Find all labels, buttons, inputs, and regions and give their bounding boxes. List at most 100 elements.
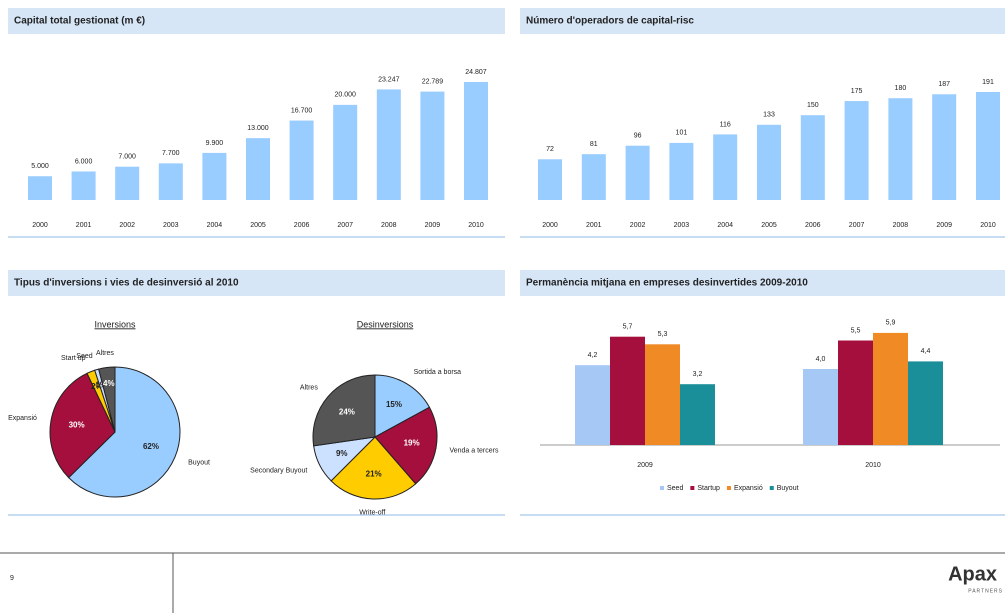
data-label: 6.000 (75, 158, 93, 165)
bar (246, 138, 270, 200)
pie-slice (98, 366, 116, 433)
x-tick-label: 2000 (542, 222, 558, 229)
panel-title: Número d'operadors de capital-risc (526, 16, 694, 27)
data-label: 5,7 (623, 324, 633, 331)
data-label: 4% (103, 379, 115, 388)
bar (908, 361, 943, 445)
category-label: Altres (300, 384, 318, 391)
data-label: 22.789 (422, 78, 444, 85)
bar (158, 163, 183, 200)
category-label: Seed (76, 353, 92, 360)
data-label: 9% (336, 449, 348, 458)
x-tick-label: 2005 (761, 222, 777, 229)
legend-swatch (769, 486, 774, 490)
bar (803, 369, 838, 445)
x-tick-label: 2007 (849, 222, 865, 229)
bar (838, 340, 873, 445)
bar (581, 154, 606, 200)
x-tick-label: 2009 (936, 222, 952, 229)
data-label: 1% (95, 380, 107, 389)
bar (420, 91, 445, 200)
title-bar (520, 270, 1005, 296)
x-tick-label: 2010 (468, 222, 484, 229)
bar (376, 89, 401, 200)
x-tick-label: 2003 (674, 222, 690, 229)
bar (800, 115, 825, 200)
data-label: 2% (91, 382, 103, 391)
x-tick-label: 2001 (586, 222, 602, 229)
data-label: 24.807 (465, 69, 487, 76)
bar (713, 134, 738, 200)
data-label: 7.000 (118, 154, 136, 161)
data-label: 19% (404, 439, 420, 448)
data-label: 150 (807, 102, 819, 109)
category-label: Buyout (188, 459, 210, 466)
data-label: 180 (895, 85, 907, 92)
legend-swatch (726, 486, 731, 490)
bar (464, 82, 488, 200)
data-label: 81 (590, 141, 598, 148)
legend-label: Seed (667, 485, 683, 492)
data-label: 5,9 (886, 320, 896, 327)
data-label: 187 (938, 81, 950, 88)
bar (757, 124, 781, 200)
logo: Apax (948, 563, 997, 585)
bar (645, 344, 680, 445)
panel-title: Tipus d'inversions i vies de desinversió… (14, 278, 239, 289)
data-label: 72 (546, 146, 554, 153)
data-label: 5,3 (658, 331, 668, 338)
x-tick-label: 2004 (207, 222, 223, 229)
data-label: 96 (634, 133, 642, 140)
category-label: Write-off (359, 509, 385, 516)
bar (202, 152, 227, 200)
bar (976, 92, 1000, 200)
bar (115, 166, 140, 200)
data-label: 101 (676, 130, 688, 137)
pie-slice (374, 374, 431, 438)
data-label: 13.000 (247, 125, 269, 132)
legend-swatch (690, 486, 695, 490)
legend-label: Expansió (734, 485, 763, 492)
category-label: Expansió (8, 415, 37, 422)
legend-swatch (660, 486, 664, 490)
panel-title: Capital total gestionat (m €) (14, 16, 145, 27)
data-label: 16.700 (291, 107, 313, 114)
pie-slice (67, 366, 181, 498)
x-tick-label: 2009 (637, 462, 653, 469)
bar (669, 142, 694, 200)
data-label: 23.247 (378, 76, 400, 83)
bar (625, 145, 650, 200)
category-label: Sortida a borsa (414, 369, 462, 376)
data-label: 7.700 (162, 150, 180, 157)
legend-label: Startup (697, 485, 720, 492)
pie-slice (312, 374, 376, 447)
legend-label: Buyout (777, 485, 799, 492)
bar (844, 101, 869, 200)
data-label: 3,2 (693, 371, 703, 378)
x-tick-label: 2001 (76, 222, 92, 229)
x-tick-label: 2010 (865, 462, 881, 469)
x-tick-label: 2010 (980, 222, 996, 229)
category-label: Secondary Buyout (250, 468, 307, 475)
pie-slice (374, 406, 438, 485)
category-label: Venda a tercers (449, 447, 499, 454)
category-label: Altres (96, 350, 114, 357)
logo-sub: PARTNERS (968, 588, 1003, 594)
bar (28, 176, 52, 200)
pie-subtitle: Inversions (94, 319, 136, 329)
x-tick-label: 2005 (250, 222, 266, 229)
pie-subtitle: Desinversions (357, 319, 414, 329)
data-label: 4,2 (588, 352, 598, 359)
bar (932, 94, 957, 200)
data-label: 133 (763, 112, 775, 119)
data-label: 62% (143, 442, 159, 451)
bar (333, 104, 358, 200)
data-label: 175 (851, 88, 863, 95)
pie-slice (49, 372, 116, 479)
x-tick-label: 2009 (425, 222, 441, 229)
x-tick-label: 2008 (381, 222, 397, 229)
category-label: Start up (61, 355, 86, 362)
bar (610, 336, 645, 445)
title-bar (8, 8, 505, 34)
